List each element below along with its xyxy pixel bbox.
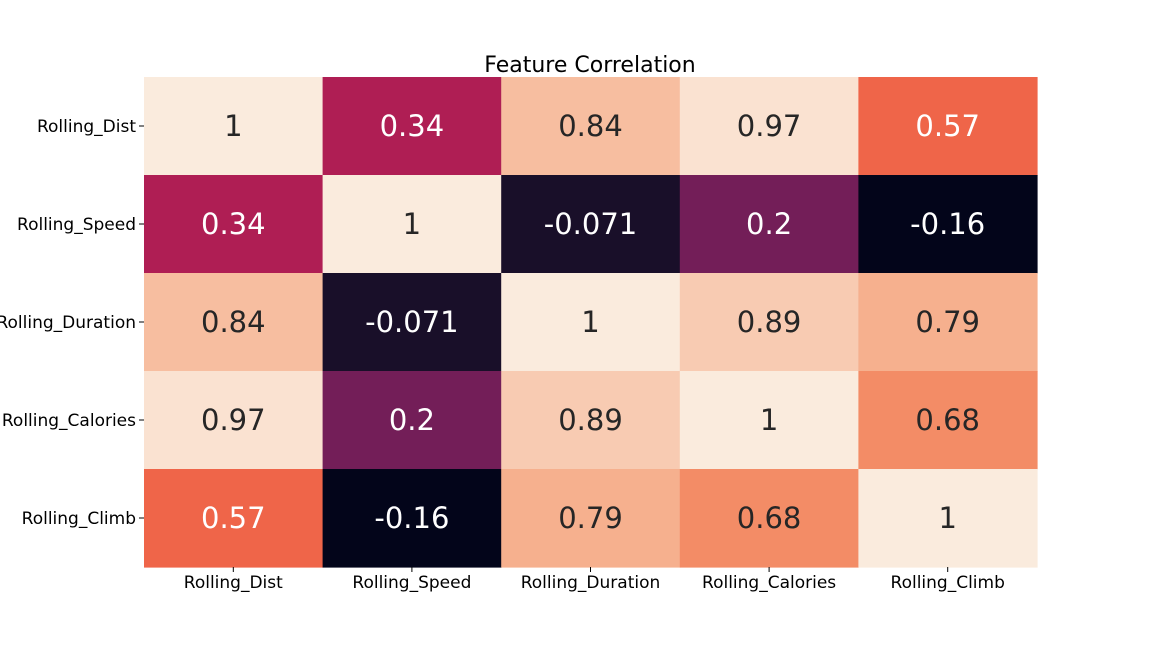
cell-value-label: 0.2 <box>746 207 792 241</box>
x-tick-label: Rolling_Duration <box>521 573 661 593</box>
cell-value-label: 0.84 <box>201 305 266 339</box>
cell-value-label: -0.16 <box>910 207 985 241</box>
heatmap-cell <box>679 371 859 470</box>
cell-value-label: 1 <box>581 305 599 339</box>
heatmap-cell <box>679 175 859 274</box>
y-tick-label: Rolling_Calories <box>2 411 136 431</box>
y-tick-label: Rolling_Climb <box>22 509 136 529</box>
cell-value-label: 1 <box>403 207 421 241</box>
y-axis-ticks: Rolling_Dist Rolling_Speed Rolling_Duratio… <box>0 117 144 529</box>
x-tick-label: Rolling_Calories <box>702 573 836 593</box>
heatmap-cell <box>858 273 1038 372</box>
heatmap-cell <box>322 175 502 274</box>
chart-title: Feature Correlation <box>484 53 695 78</box>
heatmap-cells: 1 0.34 0.84 0.97 0.57 0.34 1 -0.071 0.2 -0.16 0.84… <box>144 77 1038 568</box>
heatmap-cell <box>679 469 859 568</box>
cell-value-label: 0.84 <box>558 109 623 143</box>
y-tick-label: Rolling_Duration <box>0 313 136 333</box>
heatmap-cell <box>144 273 324 372</box>
heatmap-cell <box>322 273 502 372</box>
cell-value-label: 0.97 <box>201 403 266 437</box>
cell-value-label: 0.57 <box>201 501 266 535</box>
heatmap-cell <box>501 273 681 372</box>
heatmap-cell <box>322 469 502 568</box>
heatmap-cell <box>858 77 1038 176</box>
cell-value-label: 0.68 <box>915 403 980 437</box>
heatmap-cell <box>501 77 681 176</box>
cell-value-label: 0.79 <box>915 305 980 339</box>
x-tick-label: Rolling_Speed <box>352 573 471 593</box>
heatmap-cell <box>858 371 1038 470</box>
cell-value-label: 0.34 <box>201 207 266 241</box>
cell-value-label: 0.57 <box>915 109 980 143</box>
heatmap-cell <box>501 371 681 470</box>
heatmap-cell <box>679 77 859 176</box>
heatmap-cell <box>322 77 502 176</box>
cell-value-label: 0.79 <box>558 501 623 535</box>
cell-value-label: 0.68 <box>737 501 802 535</box>
cell-value-label: 0.34 <box>380 109 445 143</box>
heatmap-cell <box>144 175 324 274</box>
heatmap-cell <box>858 469 1038 568</box>
y-tick-label: Rolling_Dist <box>37 117 136 137</box>
heatmap-cell <box>144 469 324 568</box>
x-tick-label: Rolling_Climb <box>891 573 1005 593</box>
cell-value-label: 1 <box>224 109 242 143</box>
heatmap-cell <box>858 175 1038 274</box>
cell-value-label: 1 <box>938 501 956 535</box>
cell-value-label: -0.16 <box>374 501 449 535</box>
cell-value-label: -0.071 <box>365 305 459 339</box>
heatmap-cell <box>322 371 502 470</box>
heatmap-cell <box>501 469 681 568</box>
heatmap-cell <box>679 273 859 372</box>
cell-value-label: 0.89 <box>737 305 802 339</box>
heatmap-cell <box>144 77 324 176</box>
heatmap-cell <box>144 371 324 470</box>
cell-value-label: -0.071 <box>544 207 638 241</box>
x-axis-ticks: Rolling_Dist Rolling_Speed Rolling_Duratio… <box>184 567 1005 593</box>
heatmap-cell <box>501 175 681 274</box>
cell-value-label: 0.89 <box>558 403 623 437</box>
cell-value-label: 1 <box>760 403 778 437</box>
x-tick-label: Rolling_Dist <box>184 573 283 593</box>
cell-value-label: 0.97 <box>737 109 802 143</box>
cell-value-label: 0.2 <box>389 403 435 437</box>
y-tick-label: Rolling_Speed <box>17 215 136 235</box>
